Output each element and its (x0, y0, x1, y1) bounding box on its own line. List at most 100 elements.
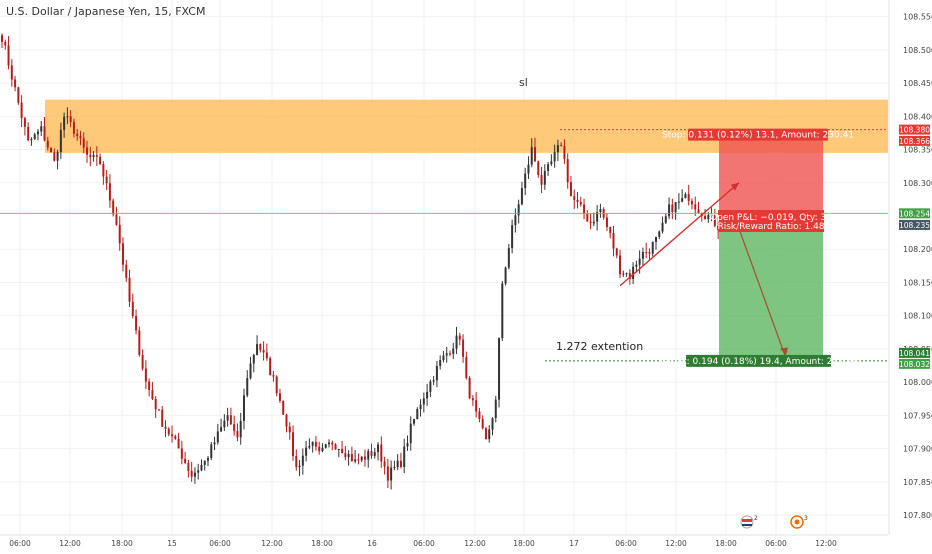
candle-body (563, 146, 566, 160)
candle-body (131, 301, 134, 316)
candle-body (396, 460, 399, 468)
candle-body (135, 315, 138, 331)
candle-body (367, 451, 370, 460)
candle-body (498, 338, 501, 400)
candle-body (337, 449, 340, 451)
flag-stripe-2 (742, 524, 752, 526)
candle-body (658, 231, 661, 237)
price-tick: 107.900 (903, 445, 932, 454)
candle-body (210, 444, 213, 459)
candle-body (462, 339, 465, 357)
candle-body (108, 183, 111, 201)
candle-body (115, 214, 118, 225)
candle-body (596, 212, 599, 222)
candle-body (301, 455, 304, 466)
time-tick: 16 (367, 539, 377, 548)
candle-body (63, 116, 66, 130)
time-tick: 12:00 (665, 539, 687, 548)
candle-body (576, 199, 579, 203)
entry-badge-bg (899, 219, 930, 230)
candle-body (285, 414, 288, 427)
candle-body (377, 444, 380, 453)
candle-body (347, 454, 350, 458)
candle-body (380, 444, 383, 462)
arrow-down-head (780, 347, 788, 356)
candle-body (259, 344, 262, 351)
candle-body (334, 444, 337, 450)
candle-body (354, 459, 357, 462)
candle-body (121, 243, 124, 265)
candle-body (157, 409, 160, 411)
candle-body (265, 352, 268, 359)
candle-body (89, 154, 92, 158)
candle-body (661, 222, 664, 232)
candle-body (4, 41, 7, 46)
candle-body (429, 381, 432, 392)
candle-body (455, 335, 458, 349)
candle-body (592, 221, 595, 224)
target-zone (719, 225, 823, 355)
price-tick: 108.550 (903, 13, 932, 22)
candle-body (697, 209, 700, 214)
candle-body (681, 198, 684, 202)
symbol-title: U.S. Dollar / Japanese Yen, 15, FXCM (6, 5, 206, 18)
candle-body (10, 65, 13, 80)
candle-body (393, 467, 396, 469)
time-tick: 12:00 (59, 539, 81, 548)
candle-body (36, 131, 39, 135)
candle-body (1, 35, 3, 42)
candle-body (520, 188, 523, 205)
candle-body (308, 445, 311, 448)
candle-body (17, 87, 20, 103)
candle-body (599, 209, 602, 213)
candle-body (141, 354, 144, 369)
candle-body (223, 420, 226, 428)
candle-body (468, 377, 471, 399)
candle-body (33, 134, 36, 140)
bank-count: 3 (804, 515, 808, 522)
candle-body (187, 462, 190, 471)
candle-body (445, 353, 448, 356)
candle-body (151, 390, 154, 399)
candle-body (190, 470, 193, 477)
candle-body (419, 404, 422, 410)
candle-body (269, 358, 272, 376)
candle-body (494, 399, 497, 419)
time-tick: 17 (569, 539, 579, 548)
candle-body (99, 156, 102, 165)
candle-body (537, 161, 540, 175)
candle-body (213, 442, 216, 445)
candle-body (66, 116, 69, 118)
candle-body (556, 145, 559, 153)
candle-body (112, 200, 115, 215)
candle-body (288, 426, 291, 433)
candle-body (249, 363, 252, 379)
candle-body (30, 139, 33, 141)
candle-body (458, 335, 461, 340)
time-tick: 06:00 (413, 539, 435, 548)
candle-body (314, 441, 317, 447)
candle-body (128, 277, 131, 302)
candle-body (439, 360, 442, 366)
candle-body (527, 164, 530, 174)
price-tick: 107.850 (903, 478, 932, 487)
target-upper-badge-bg (899, 347, 930, 358)
candle-body (40, 126, 43, 132)
candle-body (491, 418, 494, 430)
candle-body (92, 155, 95, 158)
candle-body (605, 217, 608, 227)
target-label: Target: 0.194 (0.18%) 19.4, Amount: 241.… (658, 357, 859, 367)
candle-body (628, 273, 631, 279)
candle-body (350, 454, 353, 462)
candle-body (566, 159, 569, 183)
candle-body (298, 465, 301, 468)
candle-body (220, 427, 223, 432)
candle-body (20, 102, 23, 119)
candle-body (524, 173, 527, 189)
candle-body (645, 251, 648, 253)
candle-body (534, 147, 537, 162)
price-tick: 108.350 (903, 146, 932, 155)
candle-body (514, 215, 517, 226)
time-tick: 06:00 (209, 539, 231, 548)
